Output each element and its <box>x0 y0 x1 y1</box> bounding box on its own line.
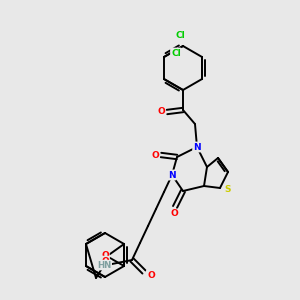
Text: HN: HN <box>97 260 111 269</box>
Text: S: S <box>225 185 231 194</box>
Text: O: O <box>151 151 159 160</box>
Text: O: O <box>170 209 178 218</box>
Text: Cl: Cl <box>175 32 185 40</box>
Text: N: N <box>168 170 176 179</box>
Text: N: N <box>193 142 201 152</box>
Text: O: O <box>157 107 165 116</box>
Text: N: N <box>168 170 176 179</box>
Text: O: O <box>151 151 159 160</box>
Text: S: S <box>225 185 231 194</box>
Text: O: O <box>157 107 165 116</box>
Text: O: O <box>147 271 155 280</box>
Text: Cl: Cl <box>171 49 181 58</box>
Text: HN: HN <box>97 260 111 269</box>
Text: Cl: Cl <box>175 32 185 40</box>
Text: N: N <box>193 142 201 152</box>
Text: O: O <box>101 250 109 260</box>
Text: O: O <box>101 256 109 266</box>
Text: O: O <box>147 271 155 280</box>
Text: O: O <box>170 209 178 218</box>
Text: Cl: Cl <box>171 49 181 58</box>
